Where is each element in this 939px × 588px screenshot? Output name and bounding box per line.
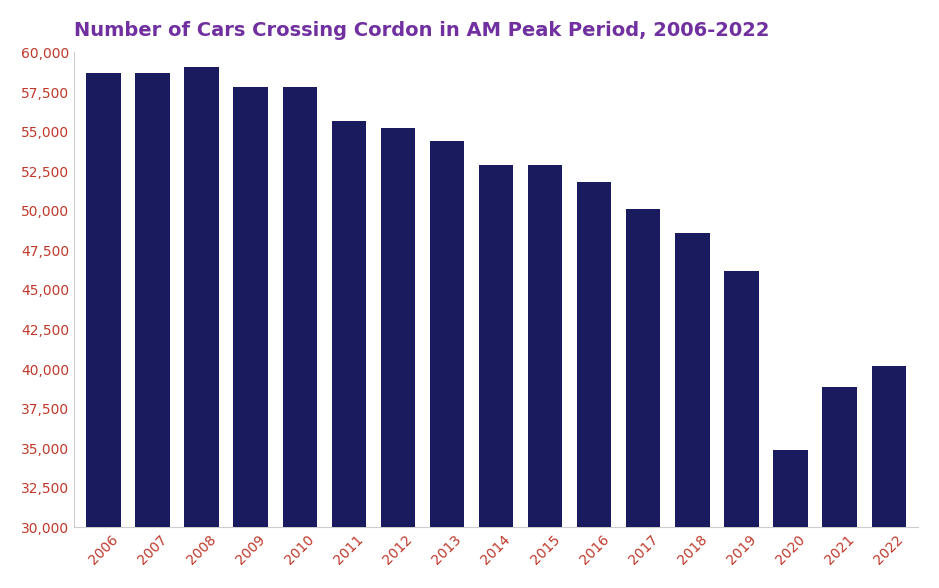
Bar — [479, 165, 514, 588]
Bar — [331, 121, 366, 588]
Bar — [430, 141, 464, 588]
Bar — [135, 73, 170, 588]
Bar — [724, 271, 759, 588]
Bar — [823, 386, 856, 588]
Bar — [86, 73, 120, 588]
Bar — [528, 165, 562, 588]
Text: Number of Cars Crossing Cordon in AM Peak Period, 2006-2022: Number of Cars Crossing Cordon in AM Pea… — [74, 21, 769, 40]
Bar — [774, 450, 808, 588]
Bar — [234, 88, 268, 588]
Bar — [184, 67, 219, 588]
Bar — [626, 209, 660, 588]
Bar — [283, 88, 316, 588]
Bar — [577, 182, 611, 588]
Bar — [675, 233, 710, 588]
Bar — [380, 129, 415, 588]
Bar — [871, 366, 906, 588]
